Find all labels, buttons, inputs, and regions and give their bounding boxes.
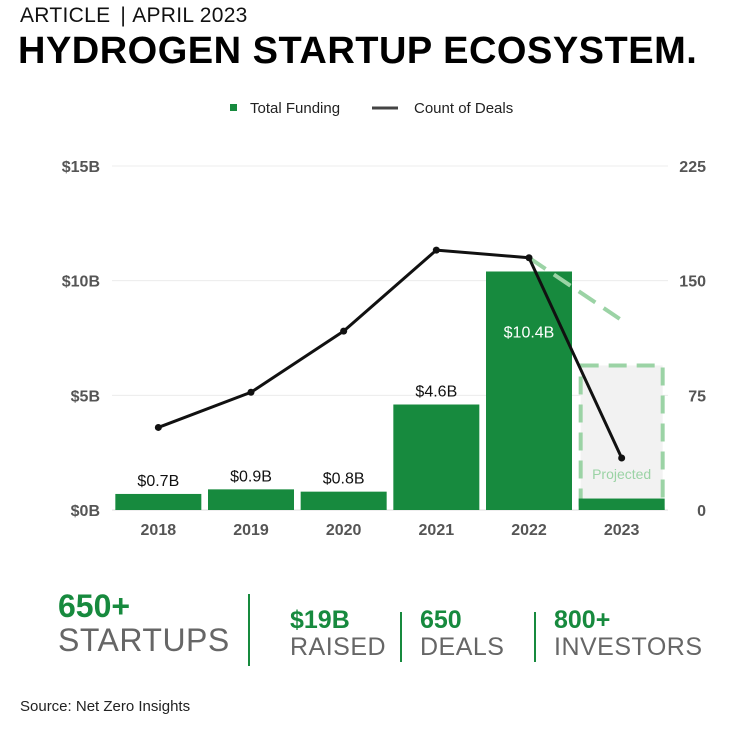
bar-2019 [208, 489, 294, 510]
x-tick-label: 2018 [141, 522, 177, 539]
x-tick-label: 2022 [511, 522, 547, 539]
stat-raised: $19B RAISED [290, 608, 386, 660]
projection-box [578, 363, 665, 510]
y-left-tick-label: $15B [62, 159, 100, 176]
x-tick-label: 2021 [419, 522, 455, 539]
projection-label: Projected [592, 466, 651, 482]
stat-deals-number: 650 [420, 606, 462, 634]
legend-label-funding: Total Funding [250, 100, 340, 117]
x-tick-label: 2019 [233, 522, 269, 539]
kicker-separator: | [120, 4, 127, 27]
stat-deals: 650 DEALS [420, 608, 504, 660]
stat-startups: 650+ STARTUPS [58, 590, 230, 656]
legend-label-deals: Count of Deals [414, 100, 513, 117]
deals-point-2019 [247, 388, 255, 396]
bar-value-label: $4.6B [415, 384, 457, 401]
stat-startups-label: STARTUPS [58, 622, 230, 658]
stat-divider [248, 594, 250, 666]
bar-value-label: $0.9B [230, 468, 272, 485]
stat-divider [400, 612, 402, 662]
stat-investors-number: 800+ [554, 606, 611, 634]
deals-point-2021 [432, 246, 440, 254]
projection-deals-line [527, 256, 621, 321]
stat-startups-number: 650+ [58, 588, 131, 624]
stat-raised-number: $19B [290, 606, 350, 634]
bar-2022 [486, 271, 572, 510]
bar-2021 [393, 404, 480, 510]
article-kicker: ARTICLE | APRIL 2023 [20, 4, 248, 28]
stat-investors-label: INVESTORS [554, 633, 703, 661]
kicker-date: APRIL 2023 [132, 4, 248, 27]
deals-line [157, 248, 624, 459]
y-left-tick-label: $10B [62, 274, 100, 291]
y-right-tick-label: 150 [679, 274, 706, 291]
deals-point-2020 [340, 327, 348, 335]
y-right-tick-label: 0 [697, 503, 706, 520]
bar-value-label: $10.4B [504, 324, 555, 341]
deals-point-2022 [525, 254, 533, 262]
bar-2018 [115, 493, 202, 510]
y-right-tick-label: 225 [679, 159, 706, 176]
y-left-tick-label: $5B [71, 388, 100, 405]
bar-value-label: $0.8B [323, 471, 365, 488]
stat-divider [534, 612, 536, 662]
y-right-tick-label: 75 [688, 388, 706, 405]
bar-value-label: $0.7B [137, 473, 179, 490]
y-left-tick-label: $0B [71, 503, 100, 520]
stats-row: 650+ STARTUPS $19B RAISED 650 DEALS 800+… [0, 590, 732, 670]
legend-swatch-funding [230, 104, 237, 111]
funding-deals-chart: Total Funding Count of Deals $0B $5B $10B $15… [62, 100, 706, 539]
stat-investors: 800+ INVESTORS [554, 608, 703, 660]
deals-point-2023 [618, 454, 626, 462]
source-note: Source: Net Zero Insights [20, 698, 191, 715]
page-title: HYDROGEN STARTUP ECOSYSTEM. [18, 30, 698, 72]
bar-2020 [300, 491, 387, 510]
bar-2023 [578, 498, 665, 510]
stat-deals-label: DEALS [420, 633, 505, 661]
stat-raised-label: RAISED [290, 633, 387, 661]
x-tick-label: 2023 [604, 522, 640, 539]
deals-point-2018 [154, 423, 162, 431]
kicker-label: ARTICLE [20, 4, 111, 27]
x-tick-label: 2020 [326, 522, 362, 539]
